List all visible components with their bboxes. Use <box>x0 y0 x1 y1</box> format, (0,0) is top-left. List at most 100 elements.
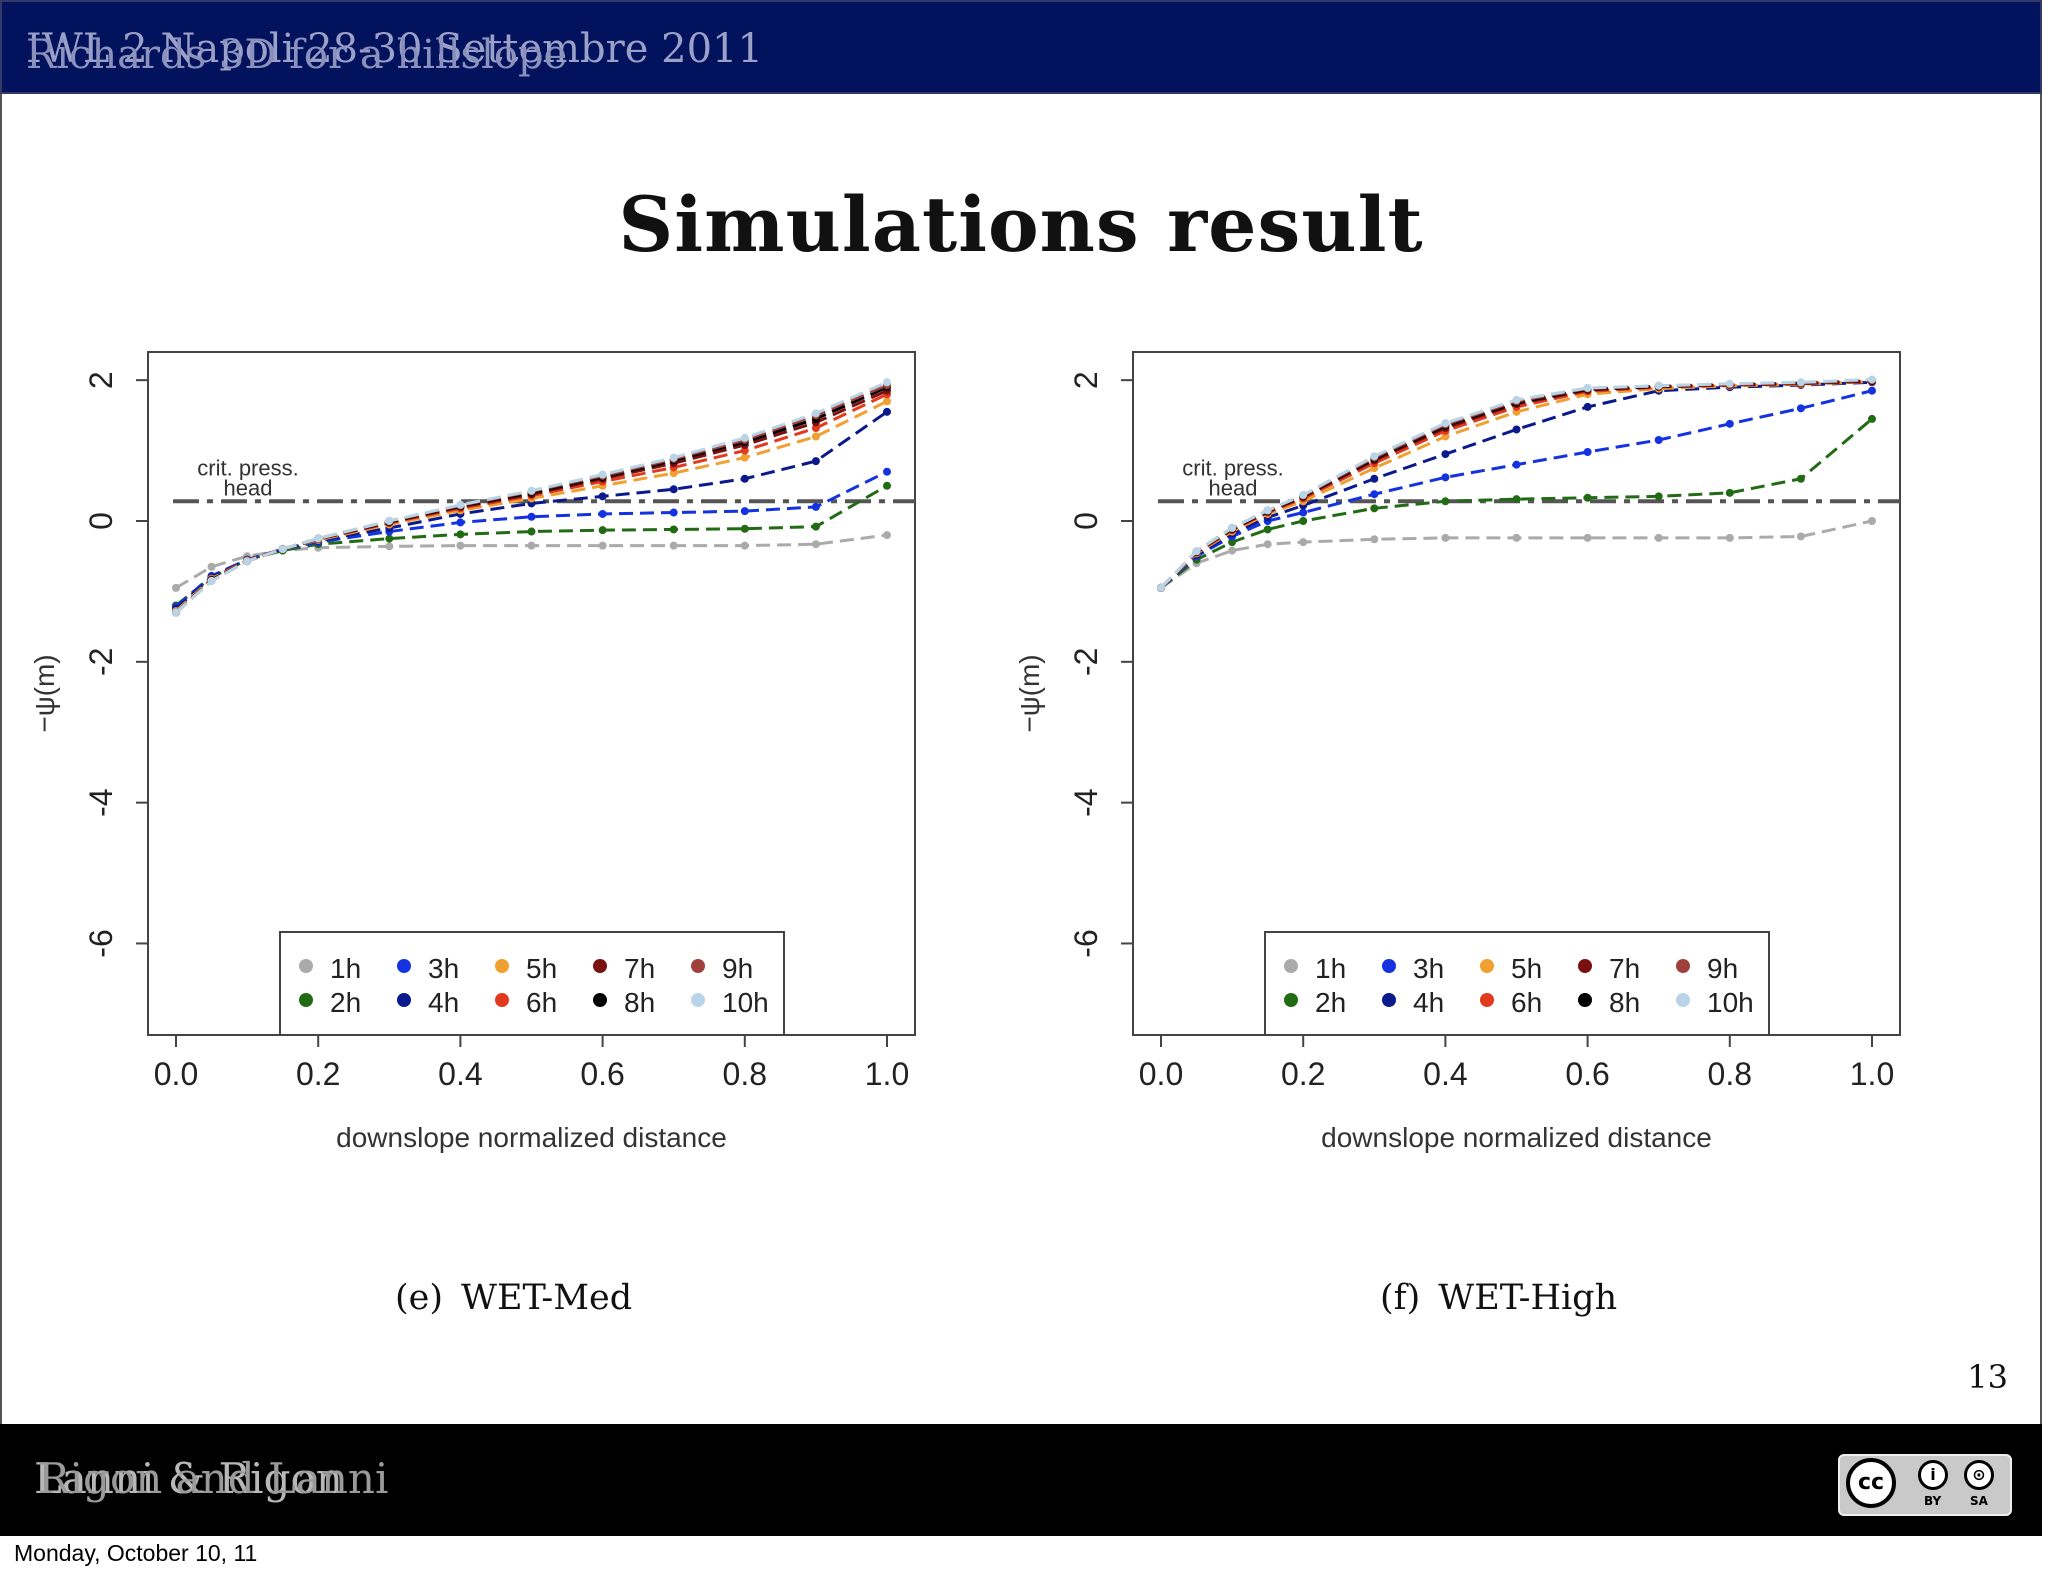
data-point <box>669 508 678 517</box>
data-point <box>1441 419 1450 428</box>
data-point <box>1583 383 1592 392</box>
critical-pressure-label: head <box>1209 475 1258 500</box>
series-2h <box>1157 414 1876 592</box>
legend-label-3h: 3h <box>1413 953 1444 984</box>
data-point <box>527 527 536 536</box>
legend-marker-8h <box>593 993 607 1007</box>
footer-bar: Lanni & Rigon Rigon and Lanni cc i ⊙ BY … <box>0 1424 2042 1536</box>
data-point <box>669 525 678 534</box>
data-point <box>1868 375 1876 384</box>
y-tick-label: -4 <box>83 788 119 816</box>
data-point <box>883 481 891 490</box>
data-point <box>1512 395 1521 404</box>
data-point <box>811 409 820 418</box>
x-tick-label: 0.0 <box>154 1056 198 1092</box>
data-point <box>598 470 607 479</box>
data-point <box>1299 490 1308 499</box>
y-tick-label: -2 <box>1068 648 1104 676</box>
y-axis-title: −ψ(m) <box>1014 654 1045 732</box>
data-point <box>1654 533 1663 542</box>
critical-pressure-label: crit. press. <box>1182 455 1283 480</box>
legend-marker-1h <box>299 959 313 973</box>
data-point <box>883 397 891 406</box>
y-tick-label: 0 <box>1068 512 1104 530</box>
by-label: BY <box>1924 1494 1942 1508</box>
cc-license-badge[interactable]: cc i ⊙ BY SA <box>1838 1454 2012 1516</box>
legend-label-1h: 1h <box>330 953 361 984</box>
legend-marker-6h <box>495 993 509 1007</box>
header-bar: IWL 2 Napoli 28-30 Settembre 2011 Richar… <box>0 0 2042 94</box>
data-point <box>278 545 287 554</box>
data-point <box>1583 493 1592 502</box>
legend-label-10h: 10h <box>722 987 769 1018</box>
legend-marker-10h <box>1676 993 1690 1007</box>
data-point <box>172 583 180 592</box>
legend-label-7h: 7h <box>1609 953 1640 984</box>
data-point <box>1796 474 1805 483</box>
legend-label-8h: 8h <box>1609 987 1640 1018</box>
data-point <box>1370 535 1379 544</box>
data-point <box>314 534 323 543</box>
data-point <box>740 474 749 483</box>
series-10h <box>1157 375 1876 592</box>
data-point <box>740 453 749 462</box>
data-point <box>883 378 891 387</box>
caption-label: (e) <box>395 1278 444 1318</box>
data-point <box>1583 447 1592 456</box>
legend-label-9h: 9h <box>1707 953 1738 984</box>
legend-label-3h: 3h <box>428 953 459 984</box>
x-tick-label: 1.0 <box>1850 1056 1894 1092</box>
data-point <box>1441 497 1450 506</box>
legend-label-7h: 7h <box>624 953 655 984</box>
data-point <box>669 541 678 550</box>
legend-marker-1h <box>1284 959 1298 973</box>
legend-marker-7h <box>1578 959 1592 973</box>
data-point <box>811 502 820 511</box>
slide-title: Simulations result <box>618 180 1424 269</box>
cc-icon: cc <box>1846 1458 1896 1508</box>
data-point <box>811 432 820 441</box>
data-point <box>598 509 607 518</box>
y-tick-label: -2 <box>83 648 119 676</box>
legend-marker-10h <box>691 993 705 1007</box>
legend-label-5h: 5h <box>526 953 557 984</box>
caption-text: WET-Med <box>461 1278 633 1318</box>
data-point <box>883 467 891 476</box>
data-point <box>811 540 820 549</box>
footer-authors-overlay: Rigon and Lanni <box>38 1454 389 1503</box>
data-point <box>1796 378 1805 387</box>
data-point <box>1157 583 1165 592</box>
y-tick-label: -6 <box>83 929 119 957</box>
data-point <box>669 453 678 462</box>
legend-label-9h: 9h <box>722 953 753 984</box>
y-tick-label: -4 <box>1068 788 1104 816</box>
data-point <box>1512 425 1521 434</box>
data-point <box>1263 525 1272 534</box>
y-tick-label: -6 <box>1068 929 1104 957</box>
data-point <box>172 608 180 617</box>
data-point <box>1299 516 1308 525</box>
legend-marker-3h <box>1382 959 1396 973</box>
legend-label-5h: 5h <box>1511 953 1542 984</box>
critical-pressure-label: head <box>224 475 273 500</box>
series-6h <box>1157 377 1876 592</box>
x-tick-label: 0.0 <box>1139 1056 1183 1092</box>
data-point <box>811 522 820 531</box>
x-tick-label: 0.4 <box>1423 1056 1467 1092</box>
data-point <box>1228 546 1237 555</box>
legend-marker-5h <box>1480 959 1494 973</box>
legend-label-6h: 6h <box>526 987 557 1018</box>
x-tick-label: 1.0 <box>865 1056 909 1092</box>
caption-wet-high: (f) WET-High <box>1380 1278 1617 1318</box>
data-point <box>456 530 465 539</box>
data-point <box>1796 532 1805 541</box>
data-point <box>1299 508 1308 517</box>
legend-label-1h: 1h <box>1315 953 1346 984</box>
data-point <box>740 524 749 533</box>
legend-marker-4h <box>397 993 411 1007</box>
data-point <box>883 407 891 416</box>
x-tick-label: 0.8 <box>723 1056 767 1092</box>
caption-wet-med: (e) WET-Med <box>395 1278 632 1318</box>
legend-marker-9h <box>1676 959 1690 973</box>
data-point <box>811 424 820 433</box>
